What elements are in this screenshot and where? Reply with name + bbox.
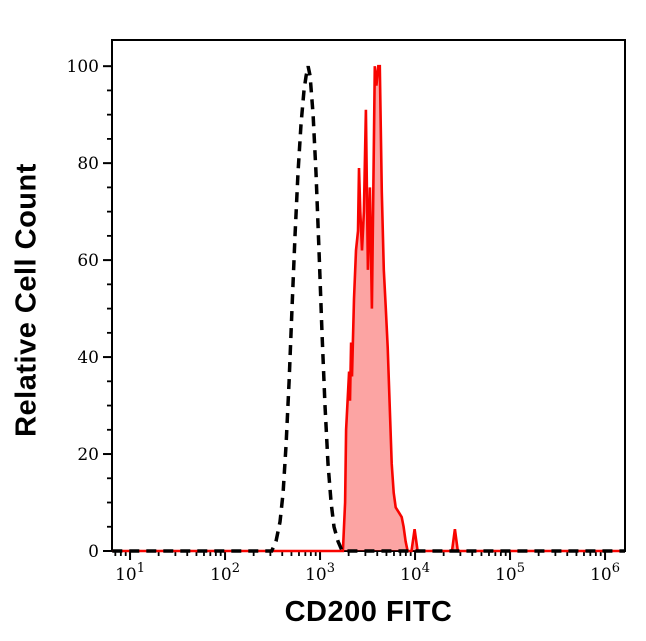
y-axis: 0 20 40 60 80 100	[67, 57, 112, 562]
x-axis-tick-label: 106	[590, 561, 620, 585]
isotype-control-curve	[112, 65, 625, 553]
x-axis-tick-label: 104	[400, 561, 430, 585]
y-axis-tick-label: 100	[67, 57, 99, 77]
y-axis-tick-label: 0	[88, 542, 99, 562]
x-axis-tick-label: 102	[210, 561, 240, 585]
y-axis-tick-label: 20	[77, 445, 99, 465]
y-axis-title: Relative Cell Count	[10, 163, 43, 437]
y-axis-tick-label: 40	[77, 348, 99, 368]
x-axis: 101 102 103 104 105 106	[114, 551, 620, 585]
x-axis-title: CD200 FITC	[284, 596, 453, 628]
x-axis-tick-label: 105	[495, 561, 525, 585]
cd200-histogram-area	[112, 66, 626, 551]
y-axis-tick-label: 60	[77, 251, 99, 271]
x-axis-tick-label: 101	[115, 561, 145, 585]
x-axis-tick-label: 103	[305, 561, 335, 585]
y-axis-tick-label: 80	[77, 154, 99, 174]
